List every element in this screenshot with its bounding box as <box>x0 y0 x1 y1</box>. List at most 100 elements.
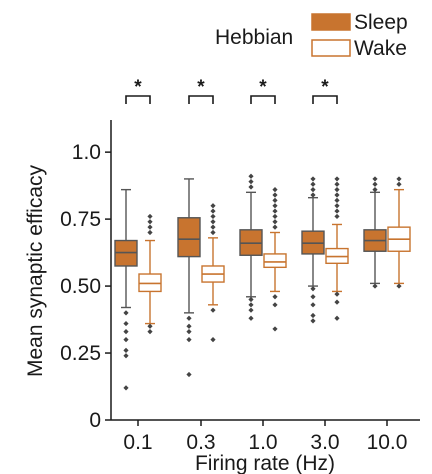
box-iqr <box>263 253 287 269</box>
outlier-point <box>147 329 153 335</box>
outlier-point <box>147 213 153 220</box>
outlier-point <box>272 187 278 193</box>
box-iqr <box>177 217 201 258</box>
outlier-point <box>372 176 378 182</box>
outlier-point <box>310 192 316 198</box>
outlier-point <box>272 224 278 230</box>
legend-swatch-sleep <box>311 13 351 31</box>
outlier-point <box>272 213 278 220</box>
outlier-point <box>123 385 129 391</box>
outlier-point <box>334 315 340 321</box>
legend: Hebbian Sleep Wake <box>215 11 408 60</box>
y-tick-label: 0.50 <box>60 275 101 298</box>
outlier-point <box>147 229 153 236</box>
outlier-point <box>396 283 402 289</box>
outlier-point <box>272 208 278 214</box>
x-tick-label: 1.0 <box>248 431 277 454</box>
box-wake-0.3 <box>201 203 225 343</box>
outlier-point <box>272 302 278 308</box>
box-sleep-10.0 <box>363 176 387 289</box>
outlier-point <box>210 224 216 230</box>
outlier-point <box>334 203 340 209</box>
significance-bracket <box>250 95 276 104</box>
outlier-point <box>210 203 216 209</box>
x-tick-label: 10.0 <box>367 431 408 454</box>
outlier-point <box>186 337 192 343</box>
outlier-point <box>272 294 278 300</box>
outlier-point <box>186 371 192 378</box>
outlier-point <box>248 179 254 185</box>
significance-star: * <box>197 77 205 98</box>
outlier-point <box>123 310 129 316</box>
outlier-point <box>272 203 278 209</box>
significance-star: * <box>259 77 267 98</box>
x-tick-label: 0.3 <box>186 431 215 454</box>
significance-star: * <box>321 77 329 98</box>
outlier-point <box>334 192 340 198</box>
outlier-point <box>123 320 129 327</box>
x-ticks: 0.1 0.3 1.0 3.0 10.0 <box>123 420 407 454</box>
outlier-point <box>310 181 316 187</box>
y-tick-label: 0.25 <box>60 342 101 365</box>
outlier-point <box>334 176 340 182</box>
outlier-point <box>123 329 129 335</box>
box-wake-3.0 <box>325 176 349 321</box>
outlier-point <box>396 181 402 187</box>
y-axis-title: Mean synaptic efficacy <box>24 164 47 377</box>
outlier-point <box>186 329 192 335</box>
outlier-point <box>310 302 316 308</box>
outlier-point <box>272 197 278 203</box>
legend-label-sleep: Sleep <box>354 11 408 34</box>
significance-bracket <box>188 95 214 104</box>
outlier-point <box>272 219 278 225</box>
outlier-point <box>210 219 216 225</box>
y-tick-label: 0.75 <box>60 208 101 231</box>
outlier-point <box>248 315 254 321</box>
outlier-point <box>310 312 316 319</box>
outlier-point <box>123 347 129 353</box>
outlier-point <box>147 323 153 329</box>
box-wake-1.0 <box>263 187 287 332</box>
outlier-point <box>334 213 340 220</box>
outlier-point <box>334 291 340 297</box>
y-tick-label: 0 <box>89 409 101 432</box>
significance-brackets: * * * * <box>125 77 338 104</box>
outlier-point <box>186 315 192 321</box>
outlier-point <box>147 219 153 225</box>
outlier-point <box>310 176 316 182</box>
outlier-point <box>147 224 153 230</box>
box-sleep-0.3 <box>177 178 201 378</box>
outlier-point <box>334 299 340 305</box>
significance-bracket <box>125 95 151 104</box>
outlier-point <box>210 213 216 220</box>
outlier-point <box>372 181 378 187</box>
outlier-point <box>372 283 378 289</box>
outlier-point <box>310 318 316 324</box>
outlier-point <box>210 307 216 313</box>
outlier-point <box>123 353 129 359</box>
y-ticks: 0 0.25 0.50 0.75 1.0 <box>60 141 111 432</box>
outlier-point <box>123 337 129 343</box>
outlier-point <box>210 208 216 214</box>
box-sleep-3.0 <box>301 176 325 324</box>
outlier-point <box>248 184 254 190</box>
outlier-point <box>334 181 340 187</box>
significance-bracket <box>312 95 338 104</box>
outlier-point <box>248 302 254 308</box>
outlier-point <box>210 229 216 236</box>
legend-title: Hebbian <box>215 26 293 49</box>
box-wake-10.0 <box>387 176 411 289</box>
outlier-point <box>372 187 378 193</box>
x-axis-title: Firing rate (Hz) <box>195 452 335 474</box>
legend-label-wake: Wake <box>354 37 407 60</box>
outlier-point <box>310 286 316 292</box>
x-tick-label: 3.0 <box>310 431 339 454</box>
outlier-point <box>186 323 192 329</box>
outlier-point <box>272 326 278 332</box>
outlier-point <box>310 294 316 300</box>
axes <box>110 120 420 421</box>
x-tick-label: 0.1 <box>123 431 152 454</box>
y-tick-label: 1.0 <box>72 141 101 164</box>
box-wake-0.1 <box>138 213 162 335</box>
